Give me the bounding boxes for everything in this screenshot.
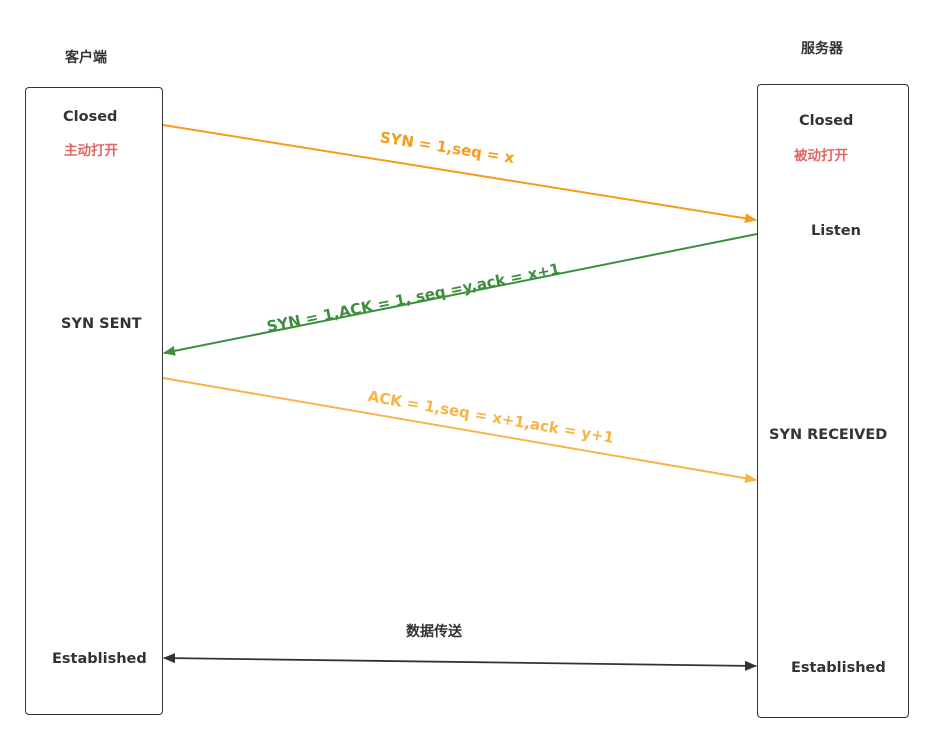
data-transfer-label: 数据传送 — [406, 624, 462, 640]
client-state-syn-sent: SYN SENT — [61, 316, 142, 332]
server-lane — [757, 84, 909, 718]
client-state-established: Established — [52, 651, 147, 667]
server-state-established: Established — [791, 660, 886, 676]
data-transfer-arrow — [163, 653, 757, 671]
client-note-active-open: 主动打开 — [64, 143, 118, 159]
syn-arrow — [162, 124, 757, 224]
client-state-closed: Closed — [63, 109, 118, 125]
server-state-syn-received: SYN RECEIVED — [769, 427, 888, 443]
server-title: 服务器 — [801, 41, 843, 57]
server-note-passive-open: 被动打开 — [794, 148, 848, 164]
client-title: 客户端 — [65, 50, 107, 66]
server-state-closed: Closed — [799, 113, 854, 129]
server-state-listen: Listen — [811, 223, 861, 239]
client-lane — [25, 87, 163, 715]
syn-ack-arrow — [163, 233, 758, 356]
ack-arrow — [162, 377, 757, 484]
